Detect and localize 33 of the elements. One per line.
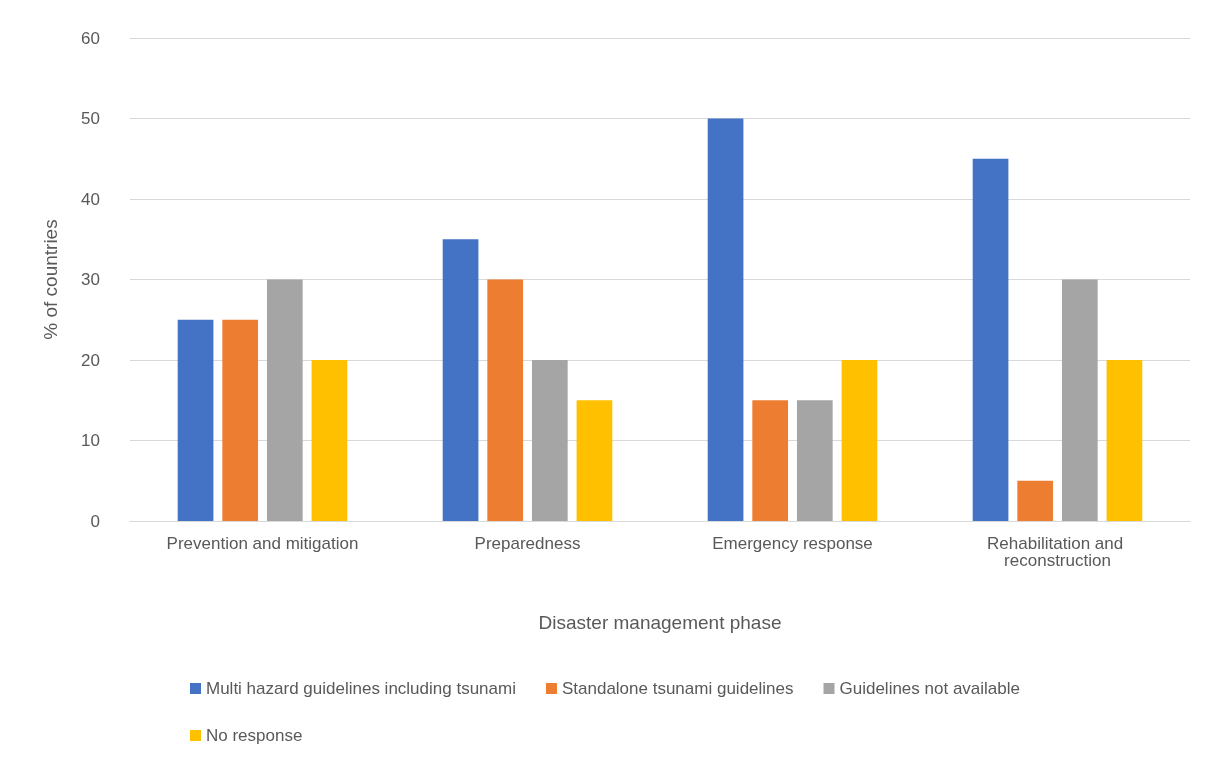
bar	[311, 360, 348, 521]
bar	[487, 279, 524, 521]
y-tick-label: 60	[81, 28, 100, 48]
bar	[1061, 279, 1098, 521]
legend-label: Standalone tsunami guidelines	[561, 679, 794, 698]
bar	[1017, 480, 1054, 521]
bar	[266, 279, 303, 521]
bar	[576, 400, 613, 521]
legend-label: Guidelines not available	[839, 679, 1021, 698]
bar	[707, 118, 744, 521]
x-tick-label: Prevention and mitigation	[166, 534, 359, 553]
bar	[752, 400, 789, 521]
y-axis-title: % of countries	[40, 219, 61, 340]
y-tick-label: 20	[81, 350, 100, 370]
y-tick-label: 0	[90, 511, 100, 531]
bar	[1106, 360, 1143, 521]
bar	[442, 239, 479, 521]
y-tick-label: 10	[81, 431, 100, 450]
y-tick-label: 50	[81, 109, 100, 128]
y-tick-label: 30	[81, 270, 100, 289]
y-tick-label: 40	[81, 189, 100, 209]
bar	[531, 360, 568, 521]
bar	[796, 400, 833, 521]
bar	[177, 319, 214, 521]
x-axis-title: Disaster management phase	[538, 612, 782, 633]
x-tick-label: Preparedness	[474, 534, 581, 553]
legend-label: No response	[206, 726, 303, 745]
x-tick-label: Emergency response	[712, 534, 873, 553]
bar	[222, 319, 259, 521]
bar	[972, 158, 1009, 521]
legend-label: Multi hazard guidelines including tsunami	[206, 679, 516, 698]
bar	[841, 360, 878, 521]
x-tick-label: Rehabilitation and reconstruction	[987, 534, 1128, 570]
